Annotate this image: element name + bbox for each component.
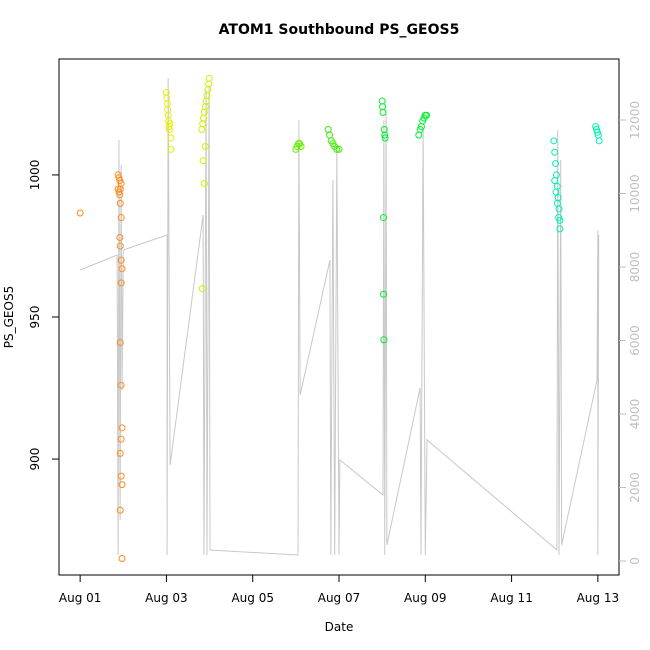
y-tick-label: 1000 [28, 160, 42, 191]
chart-title: ATOM1 Southbound PS_GEOS5 [219, 22, 460, 38]
y-tick-label: 950 [28, 306, 42, 329]
data-point [117, 256, 125, 264]
data-point [166, 120, 174, 128]
x-tick-label: Aug 07 [318, 591, 361, 605]
data-point [297, 143, 305, 151]
y2-tick-label: 10000 [628, 174, 642, 212]
x-tick-label: Aug 09 [404, 591, 447, 605]
data-point [553, 199, 561, 207]
data-point [118, 265, 126, 273]
data-point [381, 131, 389, 139]
data-point [117, 214, 125, 222]
data-point [198, 285, 206, 293]
data-point [595, 137, 603, 145]
data-point [117, 381, 125, 389]
data-point [593, 128, 601, 136]
data-point [165, 123, 173, 131]
data-point [117, 279, 125, 287]
data-point [116, 449, 124, 457]
x-tick-label: Aug 01 [59, 591, 102, 605]
data-point [167, 134, 175, 142]
data-point [116, 506, 124, 514]
data-point [117, 472, 125, 480]
data-point [551, 148, 559, 156]
data-point [381, 134, 389, 142]
data-point [116, 339, 124, 347]
data-point [201, 143, 209, 151]
x-tick-label: Aug 05 [231, 591, 274, 605]
data-point [167, 145, 175, 153]
data-point [380, 336, 388, 344]
data-point [423, 111, 431, 119]
x-tick-label: Aug 13 [577, 591, 620, 605]
data-point [76, 209, 84, 217]
x-axis-label: Date [325, 620, 354, 634]
data-point [333, 145, 341, 153]
data-point [205, 74, 213, 82]
data-point [118, 555, 126, 563]
data-point [335, 145, 343, 153]
data-point [116, 233, 124, 241]
y2-tick-label: 4000 [628, 399, 642, 430]
x-tick-label: Aug 03 [145, 591, 188, 605]
data-point [116, 199, 124, 207]
data-point [118, 424, 126, 432]
y-tick-label: 900 [28, 448, 42, 471]
data-point [116, 242, 124, 250]
data-point [552, 188, 560, 196]
data-point [200, 179, 208, 187]
data-point [117, 179, 125, 187]
data-point [118, 481, 126, 489]
data-point [551, 177, 559, 185]
x-tick-label: Aug 11 [490, 591, 533, 605]
y-axis-label: PS_GEOS5 [2, 286, 16, 348]
data-point [552, 160, 560, 168]
y2-tick-label: 6000 [628, 325, 642, 356]
y2-tick-label: 12000 [628, 101, 642, 139]
y2-tick-label: 2000 [628, 472, 642, 503]
data-point [117, 435, 125, 443]
data-point [550, 137, 558, 145]
data-point [379, 290, 387, 298]
data-point [555, 214, 563, 222]
y2-tick-label: 8000 [628, 252, 642, 283]
data-point [199, 157, 207, 165]
data-line [79, 77, 600, 556]
data-point [556, 225, 564, 233]
data-point [379, 214, 387, 222]
data-point [379, 108, 387, 116]
y2-tick-label: 0 [628, 557, 642, 565]
